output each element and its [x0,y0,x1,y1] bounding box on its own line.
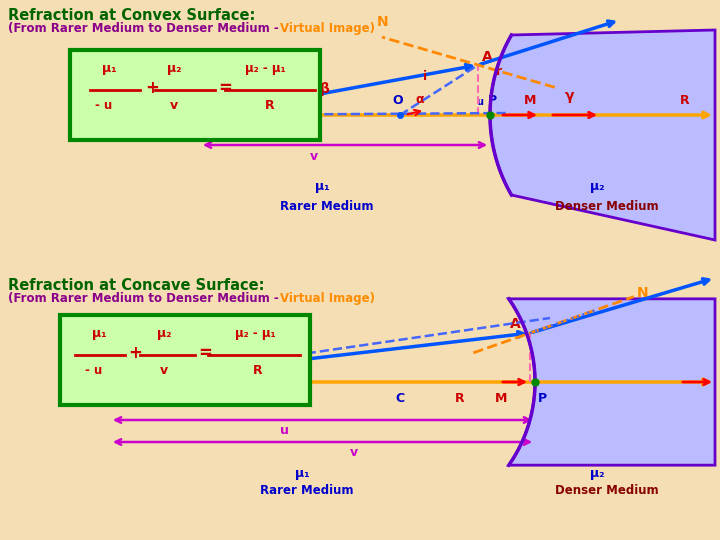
Text: μ₂: μ₂ [167,62,181,75]
Text: Denser Medium: Denser Medium [555,200,659,213]
Text: - u: - u [85,364,102,377]
Text: μ₂ - μ₁: μ₂ - μ₁ [235,327,276,340]
Text: μ₁: μ₁ [295,467,310,480]
Text: P: P [538,392,547,405]
Text: v: v [160,364,168,377]
Text: R: R [253,364,263,377]
Text: - u: - u [95,99,112,112]
Bar [60,315,310,405]
Text: Rarer Medium: Rarer Medium [280,200,374,213]
Text: R: R [265,99,274,112]
Text: Virtual Image): Virtual Image) [280,292,375,305]
Text: C: C [395,392,404,405]
Text: =: = [198,344,212,362]
Text: μ₁: μ₁ [102,62,117,75]
Text: Refraction at Convex Surface:: Refraction at Convex Surface: [8,8,256,23]
Bar [70,50,320,140]
Text: v: v [350,446,358,459]
Text: R: R [680,94,690,107]
Text: O: O [392,94,402,107]
Text: +: + [145,79,159,97]
Text: i: i [423,70,427,83]
Text: Virtual Image): Virtual Image) [280,22,375,35]
Text: A: A [482,50,492,64]
Polygon shape [509,299,715,465]
Text: v: v [170,99,178,112]
Text: γ: γ [210,339,220,353]
Text: (From Rarer Medium to Denser Medium -: (From Rarer Medium to Denser Medium - [8,292,283,305]
Text: β: β [320,82,330,96]
Text: r: r [496,65,502,78]
Text: Refraction at Concave Surface:: Refraction at Concave Surface: [8,278,264,293]
Text: α: α [138,360,147,373]
Text: β: β [165,350,174,363]
Text: γ: γ [565,89,575,103]
Text: R: R [455,392,464,405]
Text: v: v [310,150,318,163]
Text: N: N [636,286,649,300]
Text: α: α [415,93,423,106]
Text: N: N [377,15,389,29]
Text: Denser Medium: Denser Medium [555,484,659,497]
Text: μ₂: μ₂ [157,327,171,340]
Text: P: P [488,94,497,107]
Text: μ₁: μ₁ [92,327,107,340]
Text: u: u [476,97,483,107]
Text: +: + [128,344,142,362]
Text: A: A [510,317,521,331]
Text: μ₂: μ₂ [590,180,605,193]
Text: O: O [102,392,112,405]
Text: (From Rarer Medium to Denser Medium -: (From Rarer Medium to Denser Medium - [8,22,283,35]
Text: u: u [280,424,289,437]
Text: =: = [218,79,232,97]
Polygon shape [490,30,715,240]
Text: μ₁: μ₁ [315,180,330,193]
Text: μ₂: μ₂ [590,467,605,480]
Text: Rarer Medium: Rarer Medium [260,484,354,497]
Text: μ₂ - μ₁: μ₂ - μ₁ [245,62,286,75]
Text: I: I [290,392,294,405]
Text: M: M [524,94,536,107]
Text: I: I [200,94,204,107]
Text: M: M [495,392,508,405]
